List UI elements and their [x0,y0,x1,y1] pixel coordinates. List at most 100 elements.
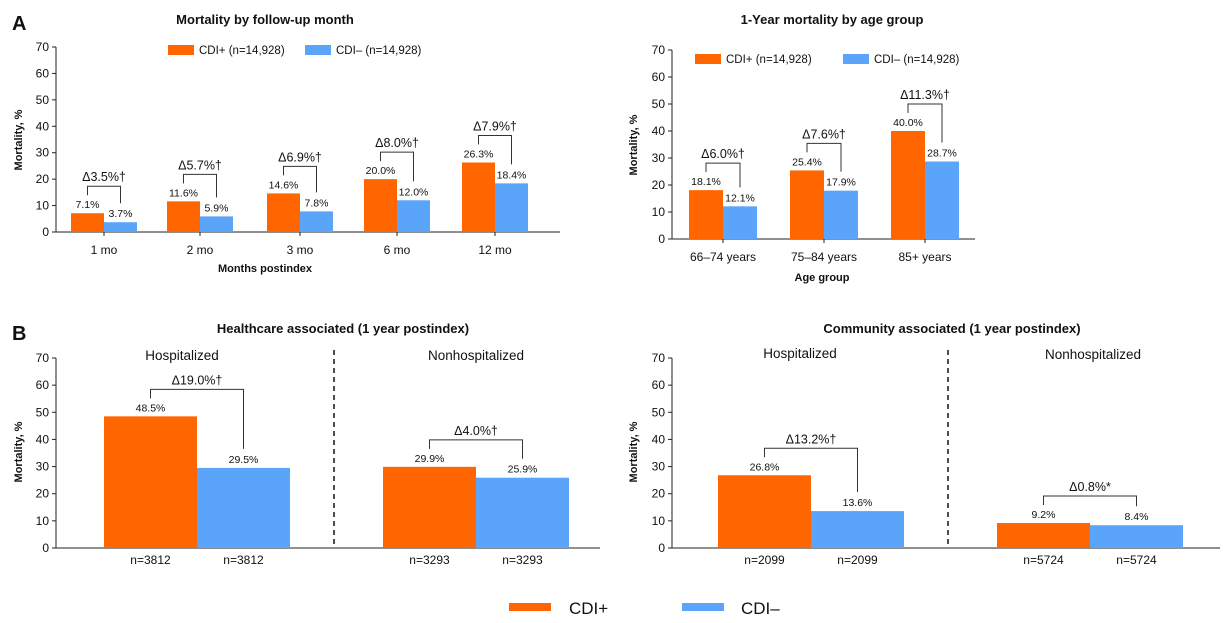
delta-bracket [87,185,121,204]
y-tick-label: 50 [36,405,50,419]
y-tick-label: 70 [36,40,50,54]
y-tick-label: 40 [36,119,50,133]
y-tick-label: 50 [36,93,50,107]
panel-letter-b: B [12,323,26,345]
delta-label: Δ6.0%† [701,147,745,161]
delta-bracket [907,103,943,143]
data-label: 48.5% [136,402,166,414]
bar-cdi-pos [267,193,300,232]
bar-cdi-pos [790,170,824,239]
group-label-nonhospitalized: Nonhospitalized [1045,347,1141,362]
y-axis-label: Mortality, % [628,114,640,175]
delta-bracket [150,388,244,449]
bar-cdi-neg [824,190,858,239]
y-tick-label: 40 [652,432,666,446]
y-tick-label: 60 [652,378,666,392]
delta-bracket [705,162,741,188]
y-tick-label: 30 [652,151,666,165]
bar-cdi-pos [104,416,197,548]
y-axis-label: Mortality, % [13,109,25,170]
y-tick-label: 0 [658,232,665,246]
data-label: 7.8% [305,197,329,209]
bar-cdi-neg [200,216,233,232]
delta-bracket [429,439,523,459]
x-tick-label: 3 mo [287,243,314,257]
delta-label: Δ19.0%† [172,373,223,387]
y-tick-label: 40 [652,124,666,138]
y-tick-label: 60 [652,70,666,84]
data-label: 25.9% [508,464,538,476]
bar-cdi-neg [197,467,290,548]
y-tick-label: 0 [658,541,665,555]
delta-bracket [806,142,842,172]
chart-title: Community associated (1 year postindex) [823,321,1080,336]
bar-cdi-pos [718,475,811,548]
data-label: 8.4% [1125,511,1149,523]
data-label: 17.9% [826,177,856,189]
bar-cdi-pos [689,190,723,239]
data-label: 28.7% [927,148,957,160]
y-tick-label: 20 [652,178,666,192]
bar-cdi-pos [364,179,397,232]
delta-bracket [283,165,317,193]
data-label: 13.6% [843,497,873,509]
data-label: 5.9% [205,202,229,214]
y-tick-label: 0 [42,225,49,239]
x-tick-label: 2 mo [187,243,214,257]
chart-title: Healthcare associated (1 year postindex) [217,321,469,336]
delta-label: Δ0.8%* [1069,480,1111,494]
legend-entry-cdi-neg: CDI– (n=14,928) [336,45,422,57]
data-label: 12.0% [399,186,429,198]
y-tick-label: 30 [36,146,50,160]
bar-cdi-pos [462,162,495,232]
panel-letter-a: A [12,13,26,35]
y-tick-label: 60 [36,378,50,392]
y-axis-label: Mortality, % [13,421,25,482]
legend-entry-cdi-pos: CDI+ (n=14,928) [726,54,812,66]
delta-label: Δ6.9%† [278,150,322,164]
y-tick-label: 10 [36,514,50,528]
delta-label: Δ13.2%† [786,432,837,446]
y-tick-label: 70 [652,351,666,365]
legend-swatch-cdi-neg [305,45,331,55]
chart-title: Mortality by follow-up month [176,12,354,27]
bar-cdi-neg [925,161,959,239]
x-tick-label: 1 mo [91,243,118,257]
y-tick-label: 50 [652,405,666,419]
data-label: 9.2% [1032,509,1056,521]
legend-swatch-cdi-neg [843,54,869,64]
bar-cdi-pos [891,131,925,239]
chart-community-associated: Community associated (1 year postindex) … [628,321,1220,567]
y-tick-label: 20 [652,487,666,501]
data-label: 20.0% [366,165,396,177]
x-tick-label: 75–84 years [791,250,857,264]
bar-cdi-neg [1090,525,1183,548]
legend-swatch-cdi-pos [168,45,194,55]
x-tick-label: 66–74 years [690,250,756,264]
n-label: n=5724 [1023,553,1064,567]
bar-cdi-neg [300,211,333,232]
data-label: 7.1% [76,199,100,211]
data-label: 18.4% [497,169,527,181]
x-tick-label: 85+ years [898,250,951,264]
bar-cdi-neg [723,206,757,239]
data-label: 25.4% [792,156,822,168]
n-label: n=2099 [744,553,785,567]
data-label: 14.6% [269,179,299,191]
delta-label: Δ7.9%† [473,119,517,133]
data-label: 11.6% [169,187,198,199]
delta-bracket [380,151,414,182]
bar-cdi-pos [997,523,1090,548]
bottom-legend-cdi-pos: CDI+ [569,599,608,618]
bar-cdi-neg [476,477,569,548]
y-tick-label: 10 [652,514,666,528]
x-axis-label: Months postindex [218,263,313,275]
bar-cdi-neg [811,511,904,548]
y-tick-label: 30 [36,460,50,474]
bar-cdi-neg [495,183,528,232]
y-tick-label: 60 [36,66,50,80]
bar-cdi-pos [167,201,200,232]
data-label: 29.9% [415,453,445,465]
delta-label: Δ8.0%† [375,136,419,150]
